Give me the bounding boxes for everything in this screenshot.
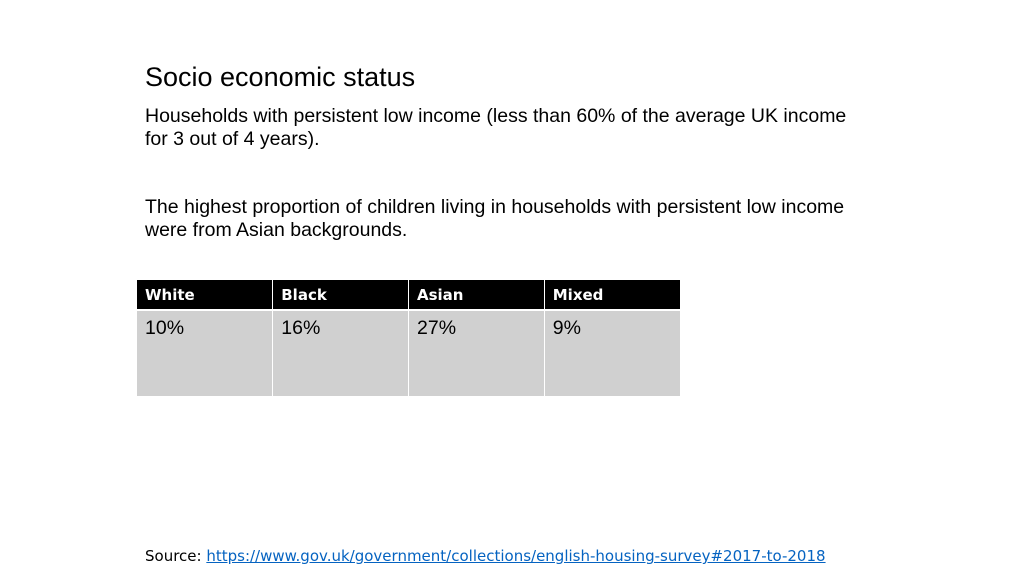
source-link[interactable]: https://www.gov.uk/government/collection… — [206, 547, 826, 565]
source-label: Source: — [145, 547, 207, 565]
source-line: Source: https://www.gov.uk/government/co… — [145, 545, 826, 567]
income-by-ethnicity-table: White Black Asian Mixed 10% 16% 27% 9% — [137, 280, 680, 396]
table-row: 10% 16% 27% 9% — [137, 310, 680, 396]
header-white: White — [137, 280, 274, 311]
value-black: 16% — [272, 310, 409, 396]
header-mixed: Mixed — [544, 280, 680, 311]
slide-title: Socio economic status — [145, 62, 416, 92]
finding-paragraph: The highest proportion of children livin… — [145, 196, 845, 241]
header-asian: Asian — [408, 280, 545, 311]
value-white: 10% — [137, 310, 274, 396]
intro-paragraph: Households with persistent low income (l… — [145, 105, 847, 150]
value-asian: 27% — [408, 310, 545, 396]
header-black: Black — [272, 280, 409, 311]
table-header-row: White Black Asian Mixed — [137, 280, 680, 311]
value-mixed: 9% — [544, 310, 680, 396]
